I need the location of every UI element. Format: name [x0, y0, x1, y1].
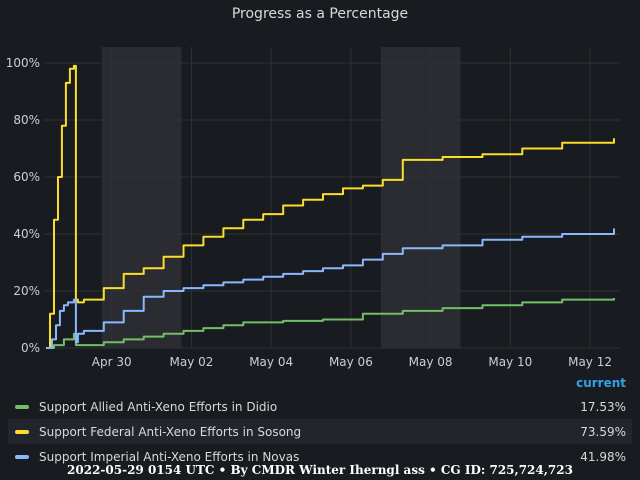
- series-line-2: [46, 228, 615, 349]
- legend-swatch: [15, 454, 29, 459]
- legend-series-name: Support Imperial Anti-Xeno Efforts in No…: [39, 449, 300, 464]
- chart-title: Progress as a Percentage: [231, 6, 409, 22]
- y-tick-label: 80%: [13, 113, 40, 127]
- y-tick-label: 0%: [21, 341, 40, 355]
- x-tick-label: Apr 30: [92, 355, 132, 369]
- legend-row-sosong[interactable]: Support Federal Anti-Xeno Efforts in Sos…: [8, 419, 632, 444]
- legend-row-didio[interactable]: Support Allied Anti-Xeno Efforts in Didi…: [8, 394, 632, 419]
- legend: current Support Allied Anti-Xeno Efforts…: [8, 374, 632, 469]
- y-tick-label: 20%: [13, 284, 40, 298]
- y-axis-ticks: 0% 20% 40% 60% 80% 100%: [6, 56, 40, 355]
- footer-credit: 2022-05-29 0154 UTC • By CMDR Winter Ihe…: [67, 463, 573, 477]
- series-lines: [46, 64, 615, 349]
- legend-series-name: Support Federal Anti-Xeno Efforts in Sos…: [39, 424, 302, 439]
- x-tick-label: May 02: [169, 355, 213, 369]
- x-tick-label: May 10: [488, 355, 532, 369]
- legend-series-name: Support Allied Anti-Xeno Efforts in Didi…: [39, 399, 278, 414]
- chart-grid: [44, 47, 620, 349]
- weekend-bands: [101, 47, 461, 348]
- series-line-1: [46, 64, 615, 349]
- legend-swatch: [15, 429, 29, 434]
- legend-row-novas[interactable]: Support Imperial Anti-Xeno Efforts in No…: [8, 444, 632, 469]
- legend-current-value: 17.53%: [580, 399, 626, 414]
- x-tick-label: May 06: [329, 355, 373, 369]
- x-tick-label: May 04: [249, 355, 293, 369]
- x-tick-label: May 12: [568, 355, 612, 369]
- x-axis-ticks: Apr 30 May 02 May 04 May 06 May 08 May 10 May …: [92, 355, 612, 369]
- weekend-band: [101, 47, 182, 348]
- y-tick-label: 60%: [13, 170, 40, 184]
- x-tick-label: May 08: [409, 355, 453, 369]
- legend-column-header[interactable]: current: [576, 376, 626, 390]
- legend-current-value: 73.59%: [580, 424, 626, 439]
- y-tick-label: 40%: [13, 227, 40, 241]
- weekend-band: [380, 47, 461, 348]
- y-tick-label: 100%: [6, 56, 40, 70]
- legend-swatch: [15, 404, 29, 409]
- legend-current-value: 41.98%: [580, 449, 626, 464]
- line-chart: 0% 20% 40% 60% 80% 100% Apr 30 May 02 May 04 May…: [6, 47, 620, 369]
